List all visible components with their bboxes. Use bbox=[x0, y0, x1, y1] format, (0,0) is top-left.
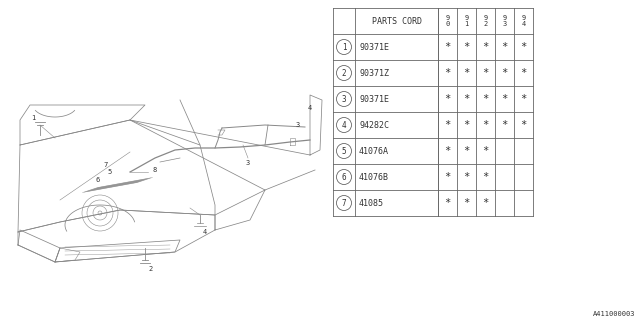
Text: *: * bbox=[483, 94, 488, 104]
Text: *: * bbox=[444, 94, 451, 104]
Text: 3: 3 bbox=[246, 160, 250, 166]
Text: A411000003: A411000003 bbox=[593, 311, 635, 317]
Text: *: * bbox=[463, 146, 470, 156]
Text: *: * bbox=[463, 94, 470, 104]
Text: *: * bbox=[520, 68, 527, 78]
Text: *: * bbox=[501, 94, 508, 104]
Text: *: * bbox=[483, 198, 488, 208]
Text: *: * bbox=[483, 68, 488, 78]
Text: 4: 4 bbox=[203, 229, 207, 235]
Text: *: * bbox=[520, 94, 527, 104]
Text: 6: 6 bbox=[96, 177, 100, 183]
Text: *: * bbox=[444, 120, 451, 130]
Text: *: * bbox=[501, 42, 508, 52]
Text: *: * bbox=[463, 120, 470, 130]
Text: 5: 5 bbox=[342, 147, 346, 156]
Text: 94282C: 94282C bbox=[359, 121, 389, 130]
Text: 3: 3 bbox=[342, 94, 346, 103]
Text: *: * bbox=[483, 42, 488, 52]
Text: 9
0: 9 0 bbox=[445, 15, 450, 27]
Text: 7: 7 bbox=[342, 198, 346, 207]
Text: *: * bbox=[501, 120, 508, 130]
Text: 41076A: 41076A bbox=[359, 147, 389, 156]
Text: 90371E: 90371E bbox=[359, 43, 389, 52]
Text: 3: 3 bbox=[296, 122, 300, 128]
Text: *: * bbox=[483, 120, 488, 130]
Text: 9
4: 9 4 bbox=[522, 15, 525, 27]
Text: *: * bbox=[444, 146, 451, 156]
Text: PARTS CORD: PARTS CORD bbox=[371, 17, 422, 26]
Text: *: * bbox=[463, 198, 470, 208]
Text: *: * bbox=[444, 42, 451, 52]
Text: 41076B: 41076B bbox=[359, 172, 389, 181]
Text: 9
2: 9 2 bbox=[483, 15, 488, 27]
Text: *: * bbox=[463, 68, 470, 78]
Text: *: * bbox=[444, 198, 451, 208]
Text: 2: 2 bbox=[148, 266, 152, 272]
Text: 9
1: 9 1 bbox=[465, 15, 468, 27]
Text: 4: 4 bbox=[342, 121, 346, 130]
Text: *: * bbox=[520, 120, 527, 130]
Text: *: * bbox=[444, 68, 451, 78]
Text: 90371E: 90371E bbox=[359, 94, 389, 103]
Text: 90371Z: 90371Z bbox=[359, 68, 389, 77]
Bar bbox=[333, 8, 533, 216]
Text: 5: 5 bbox=[108, 169, 112, 175]
Text: *: * bbox=[520, 42, 527, 52]
Text: *: * bbox=[463, 172, 470, 182]
Text: 4: 4 bbox=[308, 105, 312, 111]
Text: 6: 6 bbox=[342, 172, 346, 181]
Text: *: * bbox=[483, 146, 488, 156]
Text: *: * bbox=[501, 68, 508, 78]
Text: 2: 2 bbox=[342, 68, 346, 77]
Text: 1: 1 bbox=[342, 43, 346, 52]
Text: *: * bbox=[463, 42, 470, 52]
Text: 9
3: 9 3 bbox=[502, 15, 507, 27]
Text: 7: 7 bbox=[104, 162, 108, 168]
Text: *: * bbox=[483, 172, 488, 182]
Text: 1: 1 bbox=[31, 115, 35, 121]
Text: 8: 8 bbox=[153, 167, 157, 173]
Text: *: * bbox=[444, 172, 451, 182]
Text: 41085: 41085 bbox=[359, 198, 384, 207]
